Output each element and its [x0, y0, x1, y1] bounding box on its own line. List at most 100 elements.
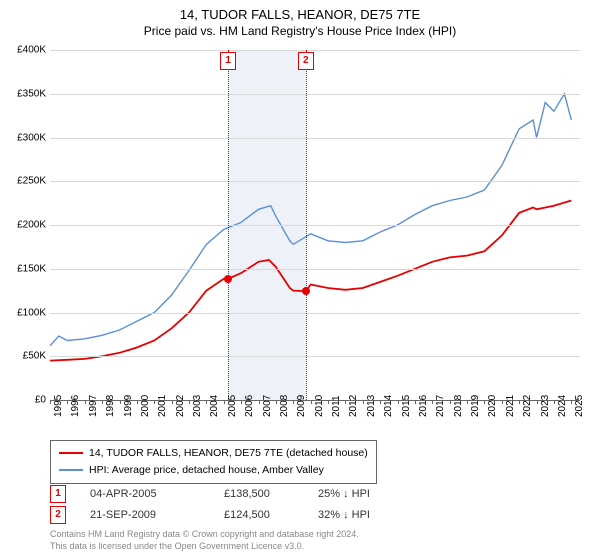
- y-axis-label: £100K: [17, 307, 46, 318]
- gridline: [50, 94, 580, 95]
- x-axis-label: 2001: [157, 395, 168, 417]
- x-tick: [172, 400, 173, 404]
- sale-marker-1: 1: [50, 485, 66, 503]
- x-tick: [537, 400, 538, 404]
- x-axis-label: 2013: [366, 395, 377, 417]
- sale-date: 04-APR-2005: [90, 488, 200, 500]
- sale-marker-icon: [224, 275, 232, 283]
- x-tick: [102, 400, 103, 404]
- x-tick: [241, 400, 242, 404]
- y-axis-label: £300K: [17, 132, 46, 143]
- x-tick: [363, 400, 364, 404]
- x-axis-label: 1995: [53, 395, 64, 417]
- x-axis-label: 2016: [418, 395, 429, 417]
- sale-pct: 25% ↓ HPI: [318, 488, 370, 500]
- x-axis-label: 1997: [88, 395, 99, 417]
- x-tick: [224, 400, 225, 404]
- x-axis-label: 2024: [557, 395, 568, 417]
- legend-label-hpi: HPI: Average price, detached house, Ambe…: [89, 462, 324, 479]
- x-tick: [154, 400, 155, 404]
- gridline: [50, 181, 580, 182]
- x-axis-label: 2000: [140, 395, 151, 417]
- x-axis-label: 2022: [522, 395, 533, 417]
- x-tick: [415, 400, 416, 404]
- chart-plot-area: £0£50K£100K£150K£200K£250K£300K£350K£400…: [50, 50, 580, 401]
- x-axis-label: 2019: [470, 395, 481, 417]
- x-axis-label: 2008: [279, 395, 290, 417]
- sale-row: 2 21-SEP-2009 £124,500 32% ↓ HPI: [50, 506, 370, 524]
- x-axis-label: 2010: [314, 395, 325, 417]
- y-axis-label: £350K: [17, 88, 46, 99]
- sale-price: £124,500: [224, 509, 294, 521]
- x-tick: [120, 400, 121, 404]
- gridline: [50, 356, 580, 357]
- y-axis-label: £400K: [17, 45, 46, 56]
- x-tick: [484, 400, 485, 404]
- x-tick: [67, 400, 68, 404]
- x-axis-label: 2003: [192, 395, 203, 417]
- gridline: [50, 138, 580, 139]
- x-tick: [311, 400, 312, 404]
- footer-attribution: Contains HM Land Registry data © Crown c…: [50, 528, 359, 552]
- reference-line: [306, 50, 307, 400]
- legend-swatch-property: [59, 452, 83, 454]
- x-tick: [276, 400, 277, 404]
- x-tick: [467, 400, 468, 404]
- sale-marker-icon: [302, 287, 310, 295]
- x-tick: [502, 400, 503, 404]
- x-tick: [50, 400, 51, 404]
- x-axis-label: 2012: [348, 395, 359, 417]
- x-tick: [85, 400, 86, 404]
- x-tick: [137, 400, 138, 404]
- legend-swatch-hpi: [59, 469, 83, 471]
- x-tick: [432, 400, 433, 404]
- x-tick: [398, 400, 399, 404]
- chart-container: 14, TUDOR FALLS, HEANOR, DE75 7TE Price …: [0, 0, 600, 560]
- x-tick: [450, 400, 451, 404]
- x-axis-label: 2006: [244, 395, 255, 417]
- legend-label-property: 14, TUDOR FALLS, HEANOR, DE75 7TE (detac…: [89, 445, 368, 462]
- gridline: [50, 269, 580, 270]
- x-axis-label: 2017: [435, 395, 446, 417]
- footer-line1: Contains HM Land Registry data © Crown c…: [50, 528, 359, 540]
- sale-row: 1 04-APR-2005 £138,500 25% ↓ HPI: [50, 485, 370, 503]
- x-axis-label: 2002: [175, 395, 186, 417]
- sale-price: £138,500: [224, 488, 294, 500]
- x-axis-label: 2021: [505, 395, 516, 417]
- x-axis-label: 2018: [453, 395, 464, 417]
- sale-pct: 32% ↓ HPI: [318, 509, 370, 521]
- x-axis-label: 2023: [540, 395, 551, 417]
- legend-item-hpi: HPI: Average price, detached house, Ambe…: [59, 462, 368, 479]
- series-line-hpi: [50, 94, 571, 346]
- x-tick: [380, 400, 381, 404]
- y-axis-label: £150K: [17, 263, 46, 274]
- x-tick: [259, 400, 260, 404]
- legend-item-property: 14, TUDOR FALLS, HEANOR, DE75 7TE (detac…: [59, 445, 368, 462]
- gridline: [50, 313, 580, 314]
- x-axis-label: 2025: [574, 395, 585, 417]
- x-axis-label: 2007: [262, 395, 273, 417]
- y-axis-label: £0: [35, 395, 46, 406]
- reference-line: [228, 50, 229, 400]
- y-axis-label: £200K: [17, 220, 46, 231]
- y-axis-label: £50K: [23, 351, 46, 362]
- x-tick: [554, 400, 555, 404]
- y-axis-label: £250K: [17, 176, 46, 187]
- x-tick: [345, 400, 346, 404]
- footer-line2: This data is licensed under the Open Gov…: [50, 540, 359, 552]
- gridline: [50, 225, 580, 226]
- x-tick: [189, 400, 190, 404]
- chart-subtitle: Price paid vs. HM Land Registry's House …: [0, 24, 600, 38]
- x-tick: [328, 400, 329, 404]
- x-axis-label: 1999: [123, 395, 134, 417]
- x-axis-label: 2004: [209, 395, 220, 417]
- x-axis-label: 2015: [401, 395, 412, 417]
- chart-legend: 14, TUDOR FALLS, HEANOR, DE75 7TE (detac…: [50, 440, 377, 484]
- sale-marker-2: 2: [50, 506, 66, 524]
- x-axis-label: 2014: [383, 395, 394, 417]
- x-axis-label: 1996: [70, 395, 81, 417]
- x-tick: [519, 400, 520, 404]
- chart-title: 14, TUDOR FALLS, HEANOR, DE75 7TE: [0, 0, 600, 24]
- gridline: [50, 50, 580, 51]
- x-axis-label: 2020: [487, 395, 498, 417]
